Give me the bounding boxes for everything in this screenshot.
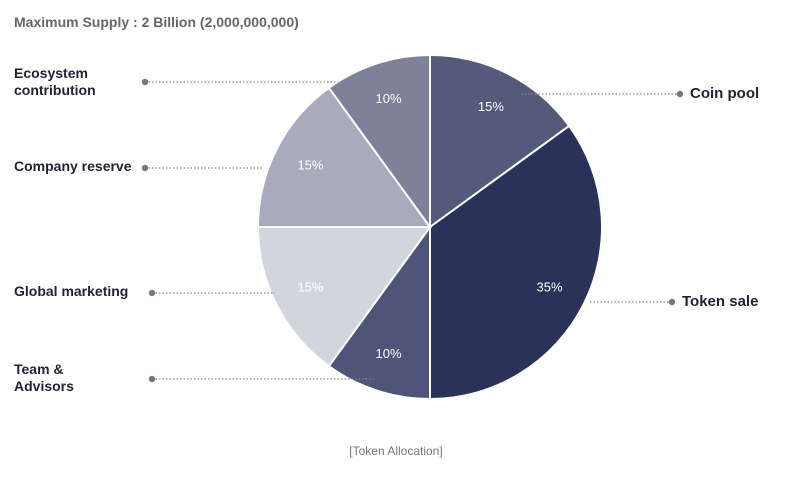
category-label: Ecosystem contribution	[14, 65, 96, 98]
pie-slice	[429, 53, 571, 229]
category-label: Company reserve	[14, 158, 132, 174]
pie-slice	[327, 223, 431, 401]
pie-slice	[256, 86, 432, 228]
leader-dot	[668, 298, 676, 306]
leader-dot	[148, 375, 156, 383]
category-label: Global marketing	[14, 283, 129, 299]
data-label: 15%	[478, 99, 504, 114]
pie-slice	[256, 226, 432, 368]
pie-slice	[429, 124, 603, 401]
category-label: Team & Advisors	[14, 361, 74, 394]
data-label: 10%	[376, 346, 402, 361]
leader-dot	[148, 289, 156, 297]
chart-caption: [Token Allocation]	[349, 444, 443, 458]
leader-dot	[676, 90, 684, 98]
leader-dot	[141, 78, 149, 86]
chart-title: Maximum Supply : 2 Billion (2,000,000,00…	[14, 14, 299, 30]
leader-dot	[141, 164, 149, 172]
data-label: 35%	[537, 279, 563, 294]
data-label: 15%	[297, 279, 323, 294]
data-label: 10%	[376, 91, 402, 106]
category-label: Coin pool	[690, 85, 760, 102]
data-label: 15%	[297, 158, 323, 173]
pie-slice	[327, 53, 431, 231]
category-label: Token sale	[682, 293, 759, 310]
